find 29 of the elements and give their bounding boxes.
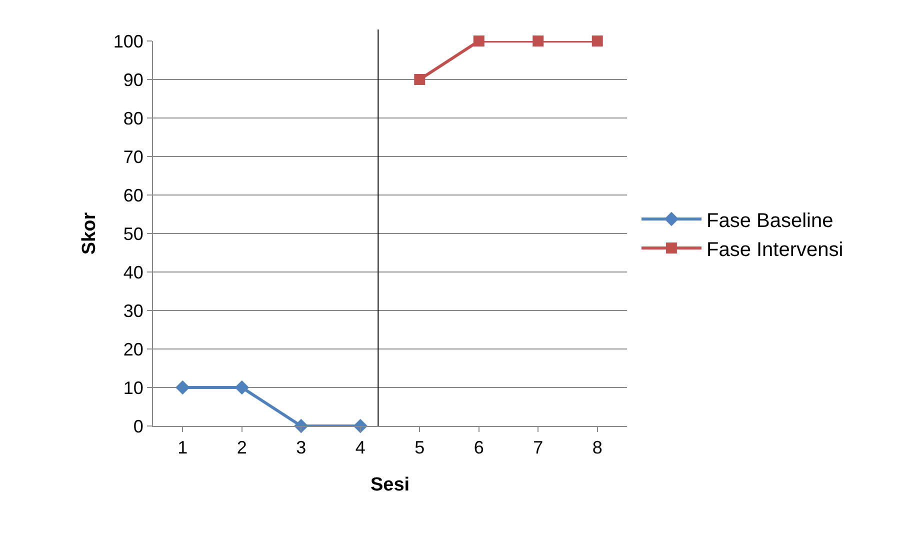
y-tick-label: 50	[123, 224, 144, 244]
y-tick-label: 0	[133, 416, 144, 436]
x-tick-label: 4	[355, 438, 366, 458]
point	[234, 380, 250, 395]
legend-label: Fase Intervensi	[706, 238, 844, 261]
point	[175, 380, 190, 395]
x-tick-label: 8	[592, 438, 602, 458]
x-tick-label: 7	[533, 438, 544, 458]
point	[414, 74, 426, 85]
y-tick-label: 10	[123, 378, 144, 398]
y-tick-label: 60	[123, 185, 144, 206]
x-axis-title: Sesi	[370, 474, 410, 496]
y-tick-label: 100	[113, 31, 144, 52]
point	[473, 36, 484, 46]
x-tick-label: 3	[296, 438, 306, 458]
y-tick-label: 80	[123, 108, 144, 128]
x-tick-label: 1	[178, 438, 188, 458]
x-tick-label: 2	[236, 438, 247, 458]
y-tick-label: 70	[123, 146, 144, 167]
x-tick-label: 5	[414, 438, 425, 458]
legend-label: Fase Baseline	[706, 210, 834, 232]
y-tick-label: 90	[123, 70, 144, 90]
y-axis-title: Skor	[79, 212, 100, 255]
point	[532, 36, 544, 46]
x-tick-label: 6	[474, 438, 484, 458]
y-tick-label: 20	[123, 339, 144, 360]
point	[592, 36, 603, 46]
y-tick-label: 30	[123, 300, 144, 321]
y-tick-label: 40	[123, 262, 144, 282]
